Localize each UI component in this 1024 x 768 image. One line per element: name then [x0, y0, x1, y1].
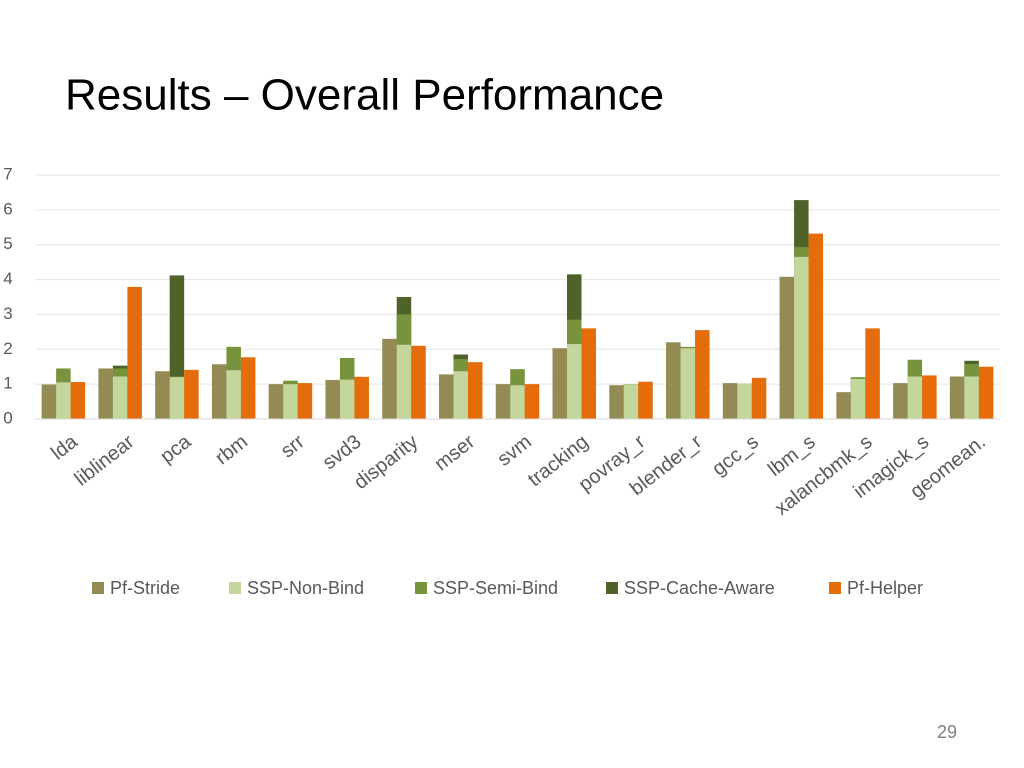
- bar: [638, 381, 653, 419]
- x-tick-label: disparity: [350, 431, 422, 494]
- legend-label: Pf-Stride: [110, 578, 180, 598]
- legend-label: SSP-Non-Bind: [247, 578, 364, 598]
- y-tick-label: 3: [3, 304, 12, 323]
- y-tick-label: 6: [3, 199, 12, 218]
- legend-label: SSP-Semi-Bind: [433, 578, 558, 598]
- slide-title: Results – Overall Performance: [65, 71, 664, 120]
- x-tick-label: svd3: [319, 431, 366, 474]
- bar: [552, 348, 568, 419]
- bar: [623, 384, 639, 419]
- bar: [524, 384, 540, 419]
- bar: [609, 385, 624, 419]
- bar: [396, 344, 412, 419]
- y-tick-label: 4: [3, 269, 12, 288]
- bar: [695, 330, 710, 419]
- bar: [226, 370, 241, 419]
- bar: [325, 379, 340, 419]
- legend-swatch: [229, 582, 241, 594]
- bar: [155, 371, 170, 419]
- x-tick-label: mser: [430, 431, 479, 476]
- legend-swatch: [415, 582, 427, 594]
- bar: [453, 371, 468, 419]
- legend-label: Pf-Helper: [847, 578, 923, 598]
- bar: [581, 328, 597, 419]
- bar: [779, 276, 795, 419]
- bar: [112, 376, 128, 419]
- bar: [666, 342, 681, 419]
- y-tick-label: 1: [3, 374, 12, 393]
- x-tick-label: gcc_s: [708, 431, 763, 481]
- bar: [411, 345, 426, 419]
- bar: [211, 364, 227, 419]
- bar: [283, 384, 298, 419]
- bar: [41, 384, 57, 419]
- bar: [567, 344, 582, 419]
- bar: [893, 383, 908, 419]
- legend-swatch: [92, 582, 104, 594]
- bar: [382, 338, 397, 419]
- y-tick-label: 0: [3, 408, 12, 427]
- bar: [98, 368, 113, 419]
- y-tick-label: 7: [3, 164, 12, 183]
- x-tick-label: svm: [493, 431, 535, 471]
- bar: [184, 369, 199, 419]
- bar: [339, 379, 355, 419]
- bar: [737, 383, 752, 419]
- bar: [127, 286, 142, 419]
- x-tick-label: pca: [156, 430, 196, 468]
- bar: [495, 384, 511, 419]
- bar: [70, 382, 86, 419]
- bar: [297, 383, 313, 419]
- legend-swatch: [606, 582, 618, 594]
- bar: [354, 376, 369, 419]
- x-tick-label: liblinear: [71, 431, 139, 491]
- bar: [438, 374, 454, 419]
- bar: [907, 376, 923, 419]
- bar: [751, 377, 767, 419]
- bar: [240, 357, 256, 419]
- bar: [169, 377, 185, 419]
- y-tick-label: 2: [3, 339, 12, 358]
- bar: [949, 376, 965, 419]
- bar: [722, 383, 738, 419]
- x-tick-label: lda: [47, 430, 82, 464]
- bar: [850, 378, 866, 419]
- bar: [808, 233, 824, 419]
- page-number: 29: [937, 722, 957, 742]
- y-tick-label: 5: [3, 234, 12, 253]
- legend-swatch: [829, 582, 841, 594]
- bar: [510, 385, 525, 419]
- bar: [964, 376, 979, 419]
- x-tick-label: xalancbmk_s: [771, 431, 877, 520]
- x-tick-label: srr: [277, 431, 309, 463]
- bar: [56, 382, 71, 419]
- bar: [978, 366, 994, 419]
- bar: [922, 375, 937, 419]
- bar: [865, 328, 880, 419]
- bar: [680, 348, 696, 419]
- legend-label: SSP-Cache-Aware: [624, 578, 775, 598]
- bar: [836, 392, 851, 419]
- bar: [794, 256, 809, 419]
- bar: [268, 384, 284, 419]
- bar: [467, 362, 483, 419]
- x-tick-label: rbm: [211, 431, 252, 470]
